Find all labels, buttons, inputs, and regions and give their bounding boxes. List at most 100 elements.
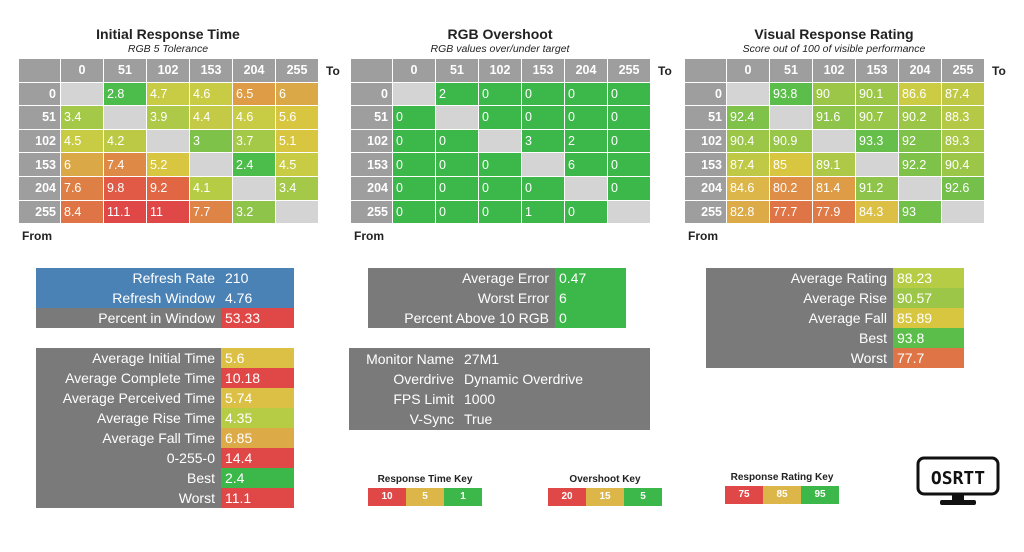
matrix-cell: 7.4 bbox=[103, 152, 147, 177]
matrix-table: 0 51 102 153 204 255 0 93.8 90 90.1 86.6 87.4 51 92.4… bbox=[684, 58, 985, 225]
matrix-cell: 5.2 bbox=[146, 152, 190, 177]
column-header: 255 bbox=[607, 58, 651, 83]
column-header: 153 bbox=[521, 58, 565, 83]
matrix-cell: 2.8 bbox=[103, 81, 147, 107]
matrix-cell: 0 bbox=[435, 152, 479, 177]
matrix-row: 102 0 0 3 2 0 bbox=[350, 128, 651, 154]
matrix-cell: 0 bbox=[478, 152, 522, 177]
matrix-cell-empty bbox=[898, 175, 942, 201]
stat-value: 5.6 bbox=[221, 348, 294, 368]
stat-label: Average Fall bbox=[706, 308, 893, 328]
stat-value: 5.74 bbox=[221, 388, 294, 408]
matrix-cell: 0 bbox=[435, 128, 479, 154]
column-header: 255 bbox=[941, 58, 985, 83]
matrix-row: 255 8.4 11.1 11 7.7 3.2 bbox=[18, 199, 319, 225]
matrix-cell: 0 bbox=[435, 199, 479, 225]
stat-value: 0.47 bbox=[555, 268, 626, 288]
matrix-cell: 4.2 bbox=[103, 128, 147, 154]
matrix-cell: 3.7 bbox=[232, 128, 276, 154]
matrix-cell: 2 bbox=[435, 81, 479, 107]
overshoot-panel-row: Worst Error 6 bbox=[368, 288, 626, 308]
row-header: 51 bbox=[350, 105, 393, 130]
refresh-panel-row: Refresh Rate 210 bbox=[36, 268, 294, 288]
matrix-cell-empty bbox=[478, 128, 522, 154]
matrix-cell: 2 bbox=[564, 128, 608, 154]
matrix-cell: 90.9 bbox=[769, 128, 813, 154]
matrix-corner bbox=[684, 58, 727, 83]
column-header: 102 bbox=[146, 58, 190, 83]
matrix-cell: 0 bbox=[607, 81, 651, 107]
matrix-row: 102 90.4 90.9 93.3 92 89.3 bbox=[684, 128, 985, 154]
overshoot-panel: Average Error 0.47 Worst Error 6 Percent Abo… bbox=[368, 268, 626, 328]
stat-value: 14.4 bbox=[221, 448, 294, 468]
column-header: 51 bbox=[435, 58, 479, 83]
stat-label: Worst bbox=[706, 348, 893, 368]
rating-panel: Average Rating 88.23 Average Rise 90.57 Aver… bbox=[706, 268, 964, 368]
matrix-cell: 90.1 bbox=[855, 81, 899, 107]
matrix-cell-empty bbox=[769, 105, 813, 130]
matrix-row: 255 0 0 0 1 0 bbox=[350, 199, 651, 225]
stat-value: 4.76 bbox=[221, 288, 294, 308]
matrix-row: 153 0 0 0 6 0 bbox=[350, 152, 651, 177]
matrix-cell: 0 bbox=[607, 175, 651, 201]
matrix-cell: 77.9 bbox=[812, 199, 856, 225]
times-panel-row: Worst 11.1 bbox=[36, 488, 294, 508]
matrix-cell-empty bbox=[607, 199, 651, 225]
row-header: 0 bbox=[18, 81, 61, 107]
matrix-cell-empty bbox=[146, 128, 190, 154]
to-label: To bbox=[658, 64, 672, 78]
stat-value: 11.1 bbox=[221, 488, 294, 508]
matrix-cell: 84.6 bbox=[726, 175, 770, 201]
matrix-cell: 3.2 bbox=[232, 199, 276, 225]
matrix-cell-empty bbox=[812, 128, 856, 154]
matrix-cell: 6.5 bbox=[232, 81, 276, 107]
matrix-row: 204 0 0 0 0 0 bbox=[350, 175, 651, 201]
key-swatch: 75 bbox=[725, 486, 763, 504]
row-header: 153 bbox=[684, 152, 727, 177]
matrix-cell-empty bbox=[941, 199, 985, 225]
key-swatch: 20 bbox=[548, 488, 586, 506]
matrix-rgb-overshoot: RGB Overshoot RGB values over/under targ… bbox=[350, 0, 680, 250]
matrix-cell: 0 bbox=[392, 152, 436, 177]
matrix-cell: 87.4 bbox=[941, 81, 985, 107]
stat-value: 210 bbox=[221, 268, 294, 288]
matrix-cell: 0 bbox=[564, 199, 608, 225]
stat-label: Average Complete Time bbox=[36, 368, 221, 388]
matrix-cell: 93 bbox=[898, 199, 942, 225]
matrix-cell: 90.4 bbox=[941, 152, 985, 177]
stat-label: Refresh Rate bbox=[36, 268, 221, 288]
row-header: 153 bbox=[350, 152, 393, 177]
matrix-cell: 0 bbox=[607, 105, 651, 130]
rating-panel-row: Worst 77.7 bbox=[706, 348, 964, 368]
row-header: 102 bbox=[684, 128, 727, 154]
row-header: 51 bbox=[18, 105, 61, 130]
response-times-panel: Average Initial Time 5.6 Average Complete … bbox=[36, 348, 294, 508]
stat-label: Monitor Name bbox=[366, 351, 454, 367]
stat-value: Dynamic Overdrive bbox=[464, 371, 584, 387]
row-header: 102 bbox=[18, 128, 61, 154]
matrix-subtitle: RGB values over/under target bbox=[430, 43, 570, 55]
matrix-cell: 93.8 bbox=[769, 81, 813, 107]
stat-value: 0 bbox=[555, 308, 626, 328]
matrix-cell: 9.2 bbox=[146, 175, 190, 201]
stat-label: 0-255-0 bbox=[36, 448, 221, 468]
row-header: 51 bbox=[684, 105, 727, 130]
matrix-row: 153 87.4 85 89.1 92.2 90.4 bbox=[684, 152, 985, 177]
stat-label: Overdrive bbox=[393, 371, 454, 387]
stat-value: 93.8 bbox=[893, 328, 964, 348]
key-swatches: 75 85 95 bbox=[725, 486, 839, 504]
refresh-panel: Refresh Rate 210 Refresh Window 4.76 Percent… bbox=[36, 268, 294, 328]
matrix-cell: 4.6 bbox=[189, 81, 233, 107]
times-panel-row: Average Rise Time 4.35 bbox=[36, 408, 294, 428]
times-panel-row: 0-255-0 14.4 bbox=[36, 448, 294, 468]
matrix-cell: 0 bbox=[478, 105, 522, 130]
row-header: 102 bbox=[350, 128, 393, 154]
matrix-cell: 81.4 bbox=[812, 175, 856, 201]
key-title: Overshoot Key bbox=[569, 474, 641, 485]
matrix-cell: 1 bbox=[521, 199, 565, 225]
matrix-cell: 92 bbox=[898, 128, 942, 154]
matrix-cell: 86.6 bbox=[898, 81, 942, 107]
matrix-row: 51 0 0 0 0 0 bbox=[350, 105, 651, 130]
matrix-row: 0 93.8 90 90.1 86.6 87.4 bbox=[684, 81, 985, 107]
matrix-cell-empty bbox=[189, 152, 233, 177]
